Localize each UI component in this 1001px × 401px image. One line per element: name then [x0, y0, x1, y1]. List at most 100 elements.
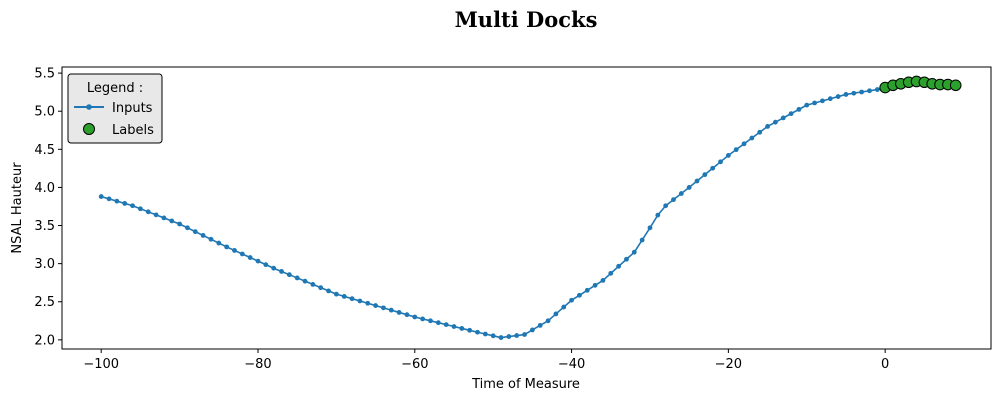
y-tick-label: 4.5 [34, 143, 55, 158]
series-inputs-point [161, 215, 167, 221]
series-inputs-point [381, 305, 386, 311]
series-inputs-point [616, 263, 622, 269]
series-inputs-point [475, 329, 480, 335]
series-inputs-point [804, 102, 810, 108]
series-inputs-point [310, 282, 316, 287]
series-inputs-point [192, 229, 198, 235]
x-axis-label: Time of Measure [471, 377, 580, 392]
series-inputs-point [247, 255, 253, 260]
series-inputs-point [529, 327, 535, 333]
series-layer [98, 75, 962, 340]
series-inputs-point [467, 327, 473, 333]
series-inputs-point [694, 178, 700, 184]
series-inputs-point [145, 209, 151, 215]
series-inputs-point [733, 147, 739, 153]
series-inputs-point [851, 90, 857, 96]
series-inputs-point [537, 322, 543, 328]
series-inputs-point [584, 287, 590, 293]
series-inputs-point [239, 251, 245, 257]
series-inputs-point [639, 237, 645, 243]
series-inputs-point [482, 331, 488, 337]
series-inputs-point [678, 191, 684, 196]
y-tick-label: 5.0 [34, 105, 55, 120]
x-tick-label: 0 [881, 357, 889, 372]
series-inputs-point [271, 265, 277, 271]
series-inputs-point [522, 332, 527, 337]
y-axis-label: NSAL Hauteur [10, 162, 25, 254]
series-inputs-point [843, 92, 849, 97]
series-inputs-point [827, 96, 833, 102]
series-inputs-point [561, 304, 567, 310]
series-inputs-point [663, 203, 669, 209]
series-inputs-point [177, 221, 182, 227]
series-inputs-point [341, 294, 347, 299]
series-inputs-point [498, 335, 504, 340]
y-tick-label: 3.0 [34, 257, 55, 272]
legend-labels-marker [83, 123, 95, 135]
y-tick-label: 3.5 [34, 219, 55, 234]
series-inputs-point [169, 218, 175, 224]
legend-title: Legend : [87, 81, 143, 96]
x-tick-label: −20 [715, 357, 742, 372]
series-inputs-point [349, 296, 355, 302]
series-inputs-point [114, 198, 120, 204]
series-inputs-point [185, 225, 190, 231]
series-inputs-point [396, 310, 402, 315]
legend-labels-label: Labels [112, 123, 154, 138]
series-inputs-point [514, 333, 520, 338]
x-tick-label: −100 [83, 357, 119, 372]
series-inputs-point [279, 269, 284, 274]
x-tick-label: −80 [244, 357, 271, 372]
series-inputs-point [357, 298, 363, 304]
y-tick-label: 4.0 [34, 181, 55, 196]
series-inputs-point [788, 111, 794, 117]
x-tick-label: −40 [558, 357, 585, 372]
y-tick-label: 2.0 [34, 333, 55, 348]
series-inputs-point [725, 153, 731, 158]
x-tick-label: −60 [401, 357, 428, 372]
legend-inputs-label: Inputs [112, 101, 153, 116]
series-inputs-point [710, 165, 716, 171]
y-axis: 2.0 2.5 3.0 3.5 4.0 4.5 5.0 5.5 [34, 67, 62, 348]
series-inputs-point [98, 194, 104, 199]
series-inputs-point [553, 311, 559, 317]
series-inputs-point [216, 240, 222, 246]
series-inputs-point [820, 98, 825, 104]
series-inputs-point [757, 129, 763, 135]
legend: Legend : Inputs Labels [67, 73, 163, 144]
series-inputs-point [686, 185, 692, 190]
x-axis: −100 −80 −60 −40 −20 0 [83, 349, 889, 372]
series-inputs-point [867, 88, 872, 94]
series-inputs-point [796, 106, 802, 112]
series-inputs-point [569, 297, 574, 303]
series-inputs-point [702, 172, 708, 178]
series-inputs-point [435, 320, 441, 326]
series-inputs-point [749, 135, 755, 141]
series-inputs-point [122, 201, 128, 206]
series-inputs-point [373, 303, 378, 308]
series-inputs-point [506, 334, 512, 339]
series-inputs-point [224, 244, 230, 250]
series-inputs-point [608, 270, 614, 276]
series-inputs-point [333, 291, 339, 297]
series-inputs-point [812, 100, 818, 106]
chart-title: Multi Docks [455, 7, 598, 32]
series-inputs-point [428, 318, 433, 324]
series-inputs-point [326, 288, 331, 294]
plot-frame [61, 66, 992, 350]
series-inputs-point [443, 322, 449, 328]
y-tick-label: 5.5 [34, 67, 55, 82]
series-inputs-point [451, 324, 457, 329]
series-inputs-point [780, 115, 786, 121]
series-labels-point [949, 79, 962, 92]
series-inputs-point [874, 87, 880, 92]
series-inputs-point [859, 89, 865, 95]
series-inputs-point [459, 326, 465, 331]
series-inputs-point [106, 196, 112, 202]
y-tick-label: 2.5 [34, 295, 55, 310]
series-inputs-point [365, 300, 371, 306]
series-inputs-point [302, 278, 308, 284]
series-inputs-point [490, 333, 496, 339]
series-inputs-point [294, 275, 300, 281]
